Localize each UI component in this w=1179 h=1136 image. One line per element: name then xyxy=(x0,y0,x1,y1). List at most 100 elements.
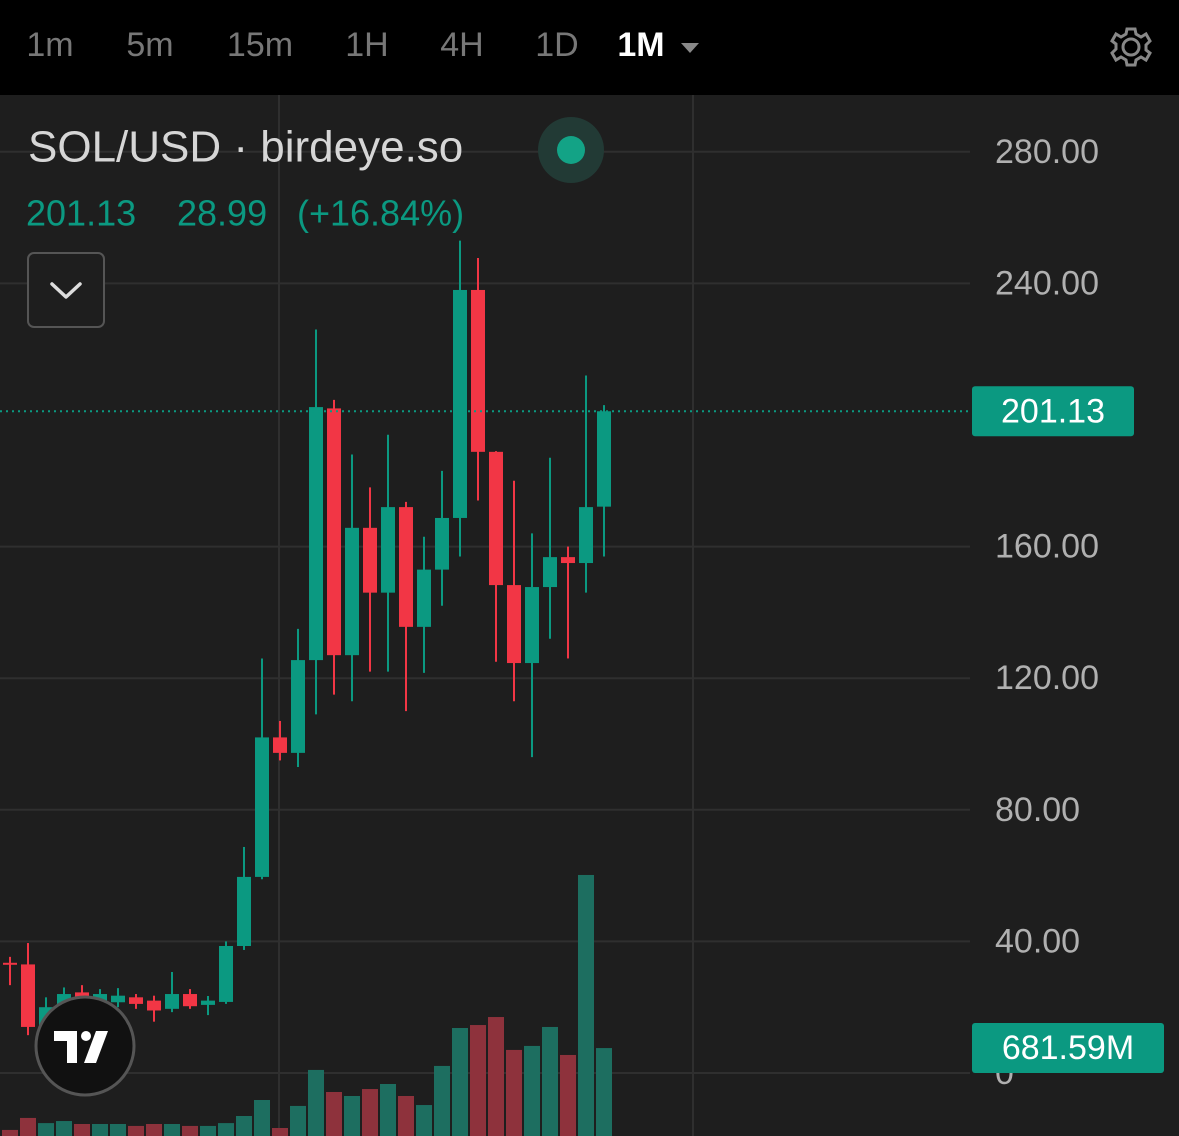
last-price-tag-label: 201.13 xyxy=(1001,392,1105,430)
collapse-legend-button[interactable] xyxy=(27,252,105,328)
volume-bar xyxy=(416,1105,432,1136)
candle-body xyxy=(129,997,143,1004)
volume-tag-label: 681.59M xyxy=(1002,1029,1134,1067)
y-tick-label: 160.00 xyxy=(995,528,1099,566)
candle-body xyxy=(165,994,179,1009)
candle-body xyxy=(417,569,431,627)
volume-bar xyxy=(272,1128,288,1136)
interval-button[interactable]: 15m xyxy=(227,26,293,64)
candle-body xyxy=(399,507,413,627)
y-tick-label: 80.00 xyxy=(995,791,1080,829)
candle-body xyxy=(435,517,449,570)
candle-body xyxy=(543,557,557,588)
volume-bar xyxy=(488,1017,504,1136)
logo-slash xyxy=(84,1031,108,1063)
last-price-tag xyxy=(972,386,1134,437)
volume-bar xyxy=(308,1069,324,1136)
volume-bar xyxy=(110,1124,126,1136)
settings-button[interactable] xyxy=(1110,27,1152,67)
y-tick-label: 40.00 xyxy=(995,922,1080,960)
candle-body xyxy=(21,964,35,1027)
volume-bar xyxy=(254,1100,270,1136)
status-dot xyxy=(557,136,585,164)
button-frame xyxy=(27,252,105,328)
chevron-icon xyxy=(50,282,82,299)
candle-body xyxy=(345,527,359,656)
volume-bar xyxy=(470,1025,486,1136)
candle-body xyxy=(579,507,593,564)
volume-bar xyxy=(2,1129,18,1136)
volume-bar xyxy=(596,1048,612,1136)
candle-body xyxy=(597,411,611,507)
candle-body xyxy=(183,994,197,1007)
volume-bar xyxy=(74,1124,90,1136)
volume-bar xyxy=(146,1124,162,1136)
volume-bar xyxy=(524,1045,540,1136)
volume-bar xyxy=(236,1116,252,1136)
candle-body xyxy=(201,1000,215,1005)
candle-body xyxy=(237,876,251,947)
volume-bar xyxy=(398,1096,414,1136)
volume-bar xyxy=(578,874,594,1136)
y-tick-label: 280.00 xyxy=(995,133,1099,171)
interval-button[interactable]: 5m xyxy=(126,26,173,64)
volume-bar xyxy=(452,1028,468,1136)
volume-bar xyxy=(20,1117,36,1136)
candle-body xyxy=(255,737,269,877)
candle-body xyxy=(111,995,125,1003)
volume-bar xyxy=(218,1123,234,1136)
symbol-title: SOL/USD · birdeye.so xyxy=(28,123,463,172)
volume-bar xyxy=(542,1026,558,1136)
candle-body xyxy=(309,407,323,661)
interval-button[interactable]: 1H xyxy=(345,26,388,64)
volume-bar xyxy=(362,1089,378,1136)
candle-body xyxy=(507,585,521,664)
candle-body xyxy=(489,451,503,586)
candle-body xyxy=(3,962,17,965)
volume-bar xyxy=(434,1065,450,1136)
volume-bar xyxy=(164,1124,180,1136)
volume-bar xyxy=(200,1125,216,1136)
toolbar xyxy=(0,0,1179,95)
volume-bar xyxy=(506,1049,522,1136)
interval-button[interactable]: 1m xyxy=(26,26,73,64)
volume-bar xyxy=(182,1125,198,1136)
y-tick-label: 240.00 xyxy=(995,264,1099,302)
volume-bar xyxy=(380,1084,396,1136)
last-price: 201.13 xyxy=(26,193,136,234)
interval-button[interactable]: 4H xyxy=(440,26,483,64)
candle-body xyxy=(291,660,305,753)
gear-outline xyxy=(1110,27,1152,67)
interval-button[interactable]: 1M xyxy=(617,26,664,64)
volume-bar xyxy=(326,1092,342,1136)
volume-bar xyxy=(92,1124,108,1136)
candle-body xyxy=(561,557,575,564)
candle-body xyxy=(147,1000,161,1011)
gear-hub xyxy=(1121,37,1141,57)
candle-body xyxy=(525,587,539,664)
candle-body xyxy=(453,289,467,518)
candle-body xyxy=(381,507,395,593)
tradingview-logo[interactable] xyxy=(34,995,136,1097)
y-tick-label: 120.00 xyxy=(995,659,1099,697)
logo-dot xyxy=(81,1031,91,1041)
candle-body xyxy=(93,994,107,1001)
candle-body xyxy=(219,946,233,1002)
candle-body xyxy=(471,289,485,452)
candle-body xyxy=(273,737,287,753)
price-change: 28.99 xyxy=(177,193,267,234)
volume-bar xyxy=(290,1105,306,1136)
price-change-percent: (+16.84%) xyxy=(297,193,464,234)
volume-bar xyxy=(128,1125,144,1136)
candle-body xyxy=(327,408,341,656)
logo-t xyxy=(54,1031,77,1063)
interval-button[interactable]: 1D xyxy=(535,26,578,64)
volume-tag xyxy=(972,1023,1164,1074)
volume-bar xyxy=(560,1054,576,1136)
logo-circle xyxy=(34,995,136,1097)
volume-bar xyxy=(344,1096,360,1136)
volume-bar xyxy=(38,1123,54,1136)
interval-dropdown-arrow[interactable] xyxy=(681,43,699,53)
volume-bar xyxy=(56,1121,72,1136)
